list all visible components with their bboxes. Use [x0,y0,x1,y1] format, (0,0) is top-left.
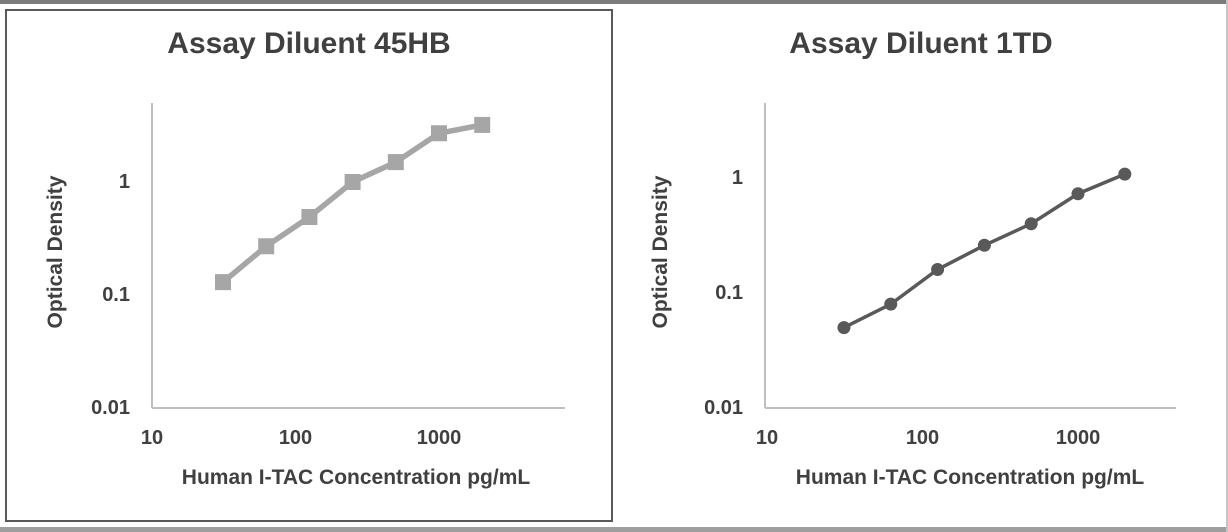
x-tick-label-1td: 100 [905,427,940,449]
data-point-marker-1td [1118,167,1132,181]
x-tick-label-45hb: 100 [278,427,313,449]
y-tick-label-45hb: 0.1 [102,284,130,306]
chart-title-1td: Assay Diluent 1TD [789,27,1053,60]
window-top-edge [0,0,1228,4]
x-axis-label-45hb: Human I-TAC Concentration pg/mL [181,466,531,489]
chart-title-45hb: Assay Diluent 45HB [167,27,451,60]
data-point-marker-1td [837,321,851,335]
data-point-marker-45hb [301,209,318,226]
data-point-marker-1td [884,297,898,311]
x-axis-label-1td: Human I-TAC Concentration pg/mL [795,466,1145,489]
chart-panel-45hb-border [5,9,613,522]
window-right-edge [1226,0,1228,532]
series-line-45hb [221,122,483,285]
data-point-marker-45hb [258,238,275,255]
y-tick-label-1td: 0.01 [704,397,743,419]
data-point-marker-1td [931,263,945,277]
y-tick-label-1td: 1 [731,167,743,189]
window-bottom-edge [0,527,1228,532]
x-tick-label-1td: 1000 [1055,427,1101,449]
data-point-marker-45hb [344,174,361,190]
data-point-marker-1td [1071,187,1085,201]
x-tick-label-1td: 10 [755,427,779,449]
data-point-marker-45hb [474,116,491,133]
data-point-marker-1td [977,238,991,252]
y-tick-label-45hb: 1 [118,171,130,193]
x-tick-label-45hb: 1000 [416,427,462,449]
data-point-marker-45hb [431,125,447,142]
data-point-marker-45hb [387,154,404,171]
data-point-marker-1td [1024,217,1038,231]
y-tick-label-45hb: 0.01 [91,397,130,419]
x-tick-label-45hb: 10 [140,427,164,449]
y-tick-label-1td: 0.1 [715,282,743,304]
data-point-marker-45hb [215,274,232,291]
